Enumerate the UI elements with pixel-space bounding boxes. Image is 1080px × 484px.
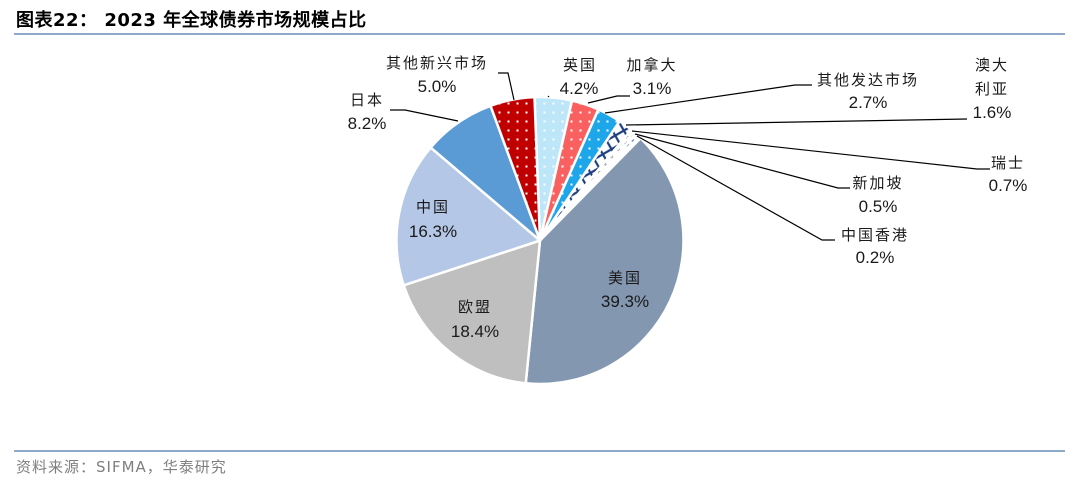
slice-value: 5.0% (418, 77, 457, 96)
slice-label: 其他发达市场 (817, 71, 919, 89)
slice-label: 欧盟 (458, 298, 492, 316)
slice-label: 瑞士 (991, 154, 1025, 172)
slice-value: 1.6% (973, 103, 1012, 122)
slice-label: 中国 (416, 198, 450, 216)
pie-slice-9 (395, 146, 542, 287)
leader-lines (390, 72, 990, 241)
slice-value: 2.7% (849, 93, 888, 112)
slice-label: 英国 (563, 56, 597, 74)
slice-label: 中国香港 (841, 226, 909, 244)
source-note: 资料来源：SIFMA，华泰研究 (16, 458, 227, 476)
leader-line (604, 84, 812, 114)
leader-line (634, 133, 850, 189)
leader-line (631, 130, 990, 170)
leader-line (625, 118, 968, 126)
slice-label: 加拿大 (626, 56, 677, 74)
slice-value: 3.1% (633, 79, 672, 98)
slice-value: 4.2% (560, 79, 599, 98)
slice-value: 39.3% (601, 292, 649, 311)
chart-title: 图表22： 2023 年全球债券市场规模占比 (16, 10, 367, 31)
slice-label: 其他新兴市场 (386, 54, 488, 72)
slice-value: 0.2% (856, 248, 895, 267)
slice-label: 澳大 (975, 56, 1009, 74)
leader-line (390, 109, 459, 122)
footer-divider (14, 450, 1065, 452)
slice-label: 新加坡 (852, 174, 903, 192)
leader-line (636, 135, 835, 241)
pie-slice-8 (402, 239, 542, 385)
slice-label: 利亚 (975, 80, 1009, 98)
header-divider (14, 33, 1065, 35)
slice-label: 美国 (608, 269, 642, 287)
slice-value: 0.5% (859, 197, 898, 216)
leader-line (587, 95, 630, 104)
pie-slice-11 (489, 95, 542, 242)
slice-value: 18.4% (451, 322, 499, 341)
pie-slice-7 (524, 136, 685, 386)
slice-value: 0.7% (989, 176, 1028, 195)
leader-line (498, 72, 515, 101)
slice-label: 日本 (350, 91, 384, 109)
slice-value: 16.3% (409, 222, 457, 241)
slice-value: 8.2% (348, 114, 387, 133)
leader-line (547, 95, 550, 98)
